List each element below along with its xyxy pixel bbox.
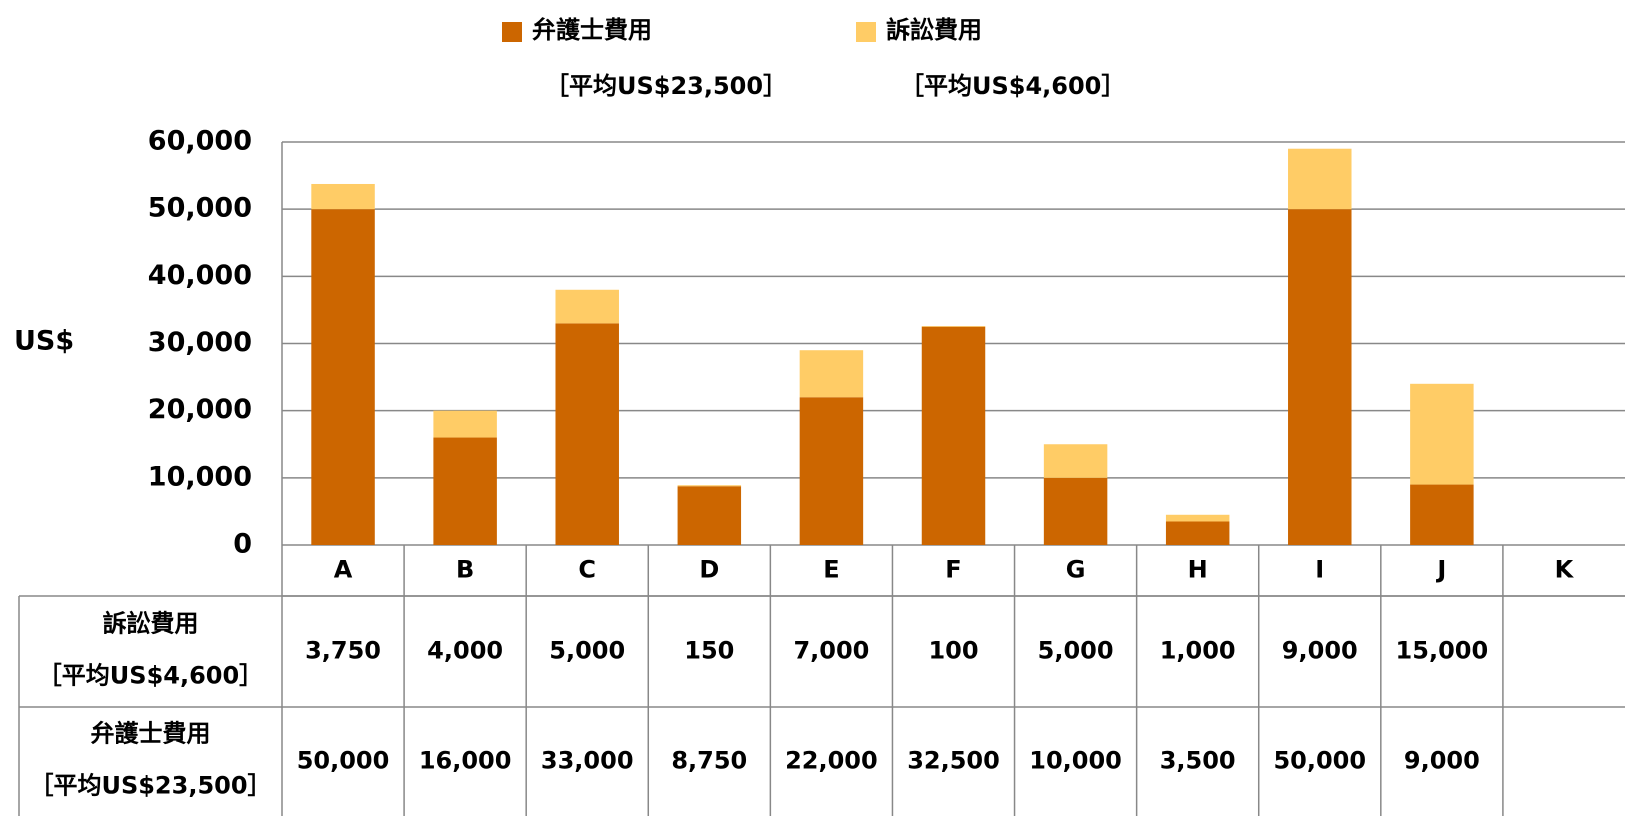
table-value: 100	[928, 637, 978, 665]
row-label: 訴訟費用	[103, 610, 199, 638]
legend-label: 訴訟費用	[886, 16, 982, 44]
table-value: 7,000	[793, 637, 869, 665]
bar-segment	[799, 350, 864, 398]
bar-segment	[1043, 477, 1108, 545]
bar-segment	[555, 289, 619, 324]
x-tick-label: A	[334, 556, 353, 584]
legend-swatch	[502, 22, 522, 42]
table-value: 50,000	[297, 747, 390, 775]
table-value: 33,000	[541, 747, 634, 775]
y-tick-label: 0	[233, 529, 252, 560]
table-value: 16,000	[419, 747, 512, 775]
x-tick-label: F	[945, 556, 961, 584]
x-tick-label: E	[823, 556, 839, 584]
bar-segment	[1288, 148, 1352, 210]
bar-segment	[1165, 514, 1230, 522]
bar-segment	[921, 326, 986, 545]
table-value: 22,000	[785, 747, 878, 775]
x-tick-label: G	[1066, 556, 1086, 584]
bar-segment	[433, 410, 497, 438]
table-value: 8,750	[671, 747, 747, 775]
y-tick-label: 10,000	[148, 461, 252, 492]
table-value: 4,000	[427, 637, 503, 665]
x-tick-label: D	[699, 556, 719, 584]
table-value: 3,500	[1160, 747, 1236, 775]
legend-label: 弁護士費用	[532, 16, 652, 44]
legend-average: ［平均US$23,500］	[545, 72, 787, 100]
table-value: 10,000	[1029, 747, 1122, 775]
bar-segment	[677, 485, 742, 487]
bar-segment	[677, 486, 742, 545]
legend-swatch	[856, 22, 876, 42]
bar-segment	[1410, 383, 1474, 485]
y-tick-label: 20,000	[148, 394, 252, 425]
table-value: 1,000	[1160, 637, 1236, 665]
bar-segment	[433, 437, 497, 545]
x-tick-label: C	[578, 556, 596, 584]
table-value: 9,000	[1404, 747, 1480, 775]
table-value: 150	[684, 637, 734, 665]
row-average: ［平均US$23,500］	[29, 772, 271, 800]
y-tick-label: 50,000	[148, 193, 252, 224]
bar-segment	[1410, 484, 1474, 545]
table-value: 15,000	[1396, 637, 1489, 665]
table-value: 5,000	[1038, 637, 1114, 665]
bar-segment	[311, 209, 375, 545]
bar-segment	[555, 323, 619, 545]
table-value: 5,000	[549, 637, 625, 665]
bar-segment	[799, 397, 864, 545]
x-tick-label: J	[1435, 556, 1446, 584]
table-value: 32,500	[907, 747, 1000, 775]
row-average: ［平均US$4,600］	[38, 662, 263, 690]
bar-segment	[1288, 209, 1352, 545]
y-tick-label: 60,000	[148, 126, 252, 157]
table-value: 9,000	[1282, 637, 1358, 665]
x-tick-label: I	[1315, 556, 1324, 584]
x-tick-label: H	[1188, 556, 1208, 584]
y-axis-label: US$	[14, 326, 74, 357]
x-tick-label: B	[456, 556, 474, 584]
bar-segment	[921, 326, 986, 327]
y-tick-label: 30,000	[148, 327, 252, 358]
bar-segment	[1165, 521, 1230, 545]
bar-segment	[311, 183, 375, 210]
row-label: 弁護士費用	[91, 720, 211, 748]
table-value: 50,000	[1273, 747, 1366, 775]
bar-segment	[1043, 444, 1108, 478]
y-tick-label: 40,000	[148, 260, 252, 291]
legend-average: ［平均US$4,600］	[900, 72, 1125, 100]
x-tick-label: K	[1555, 556, 1575, 584]
table-value: 3,750	[305, 637, 381, 665]
